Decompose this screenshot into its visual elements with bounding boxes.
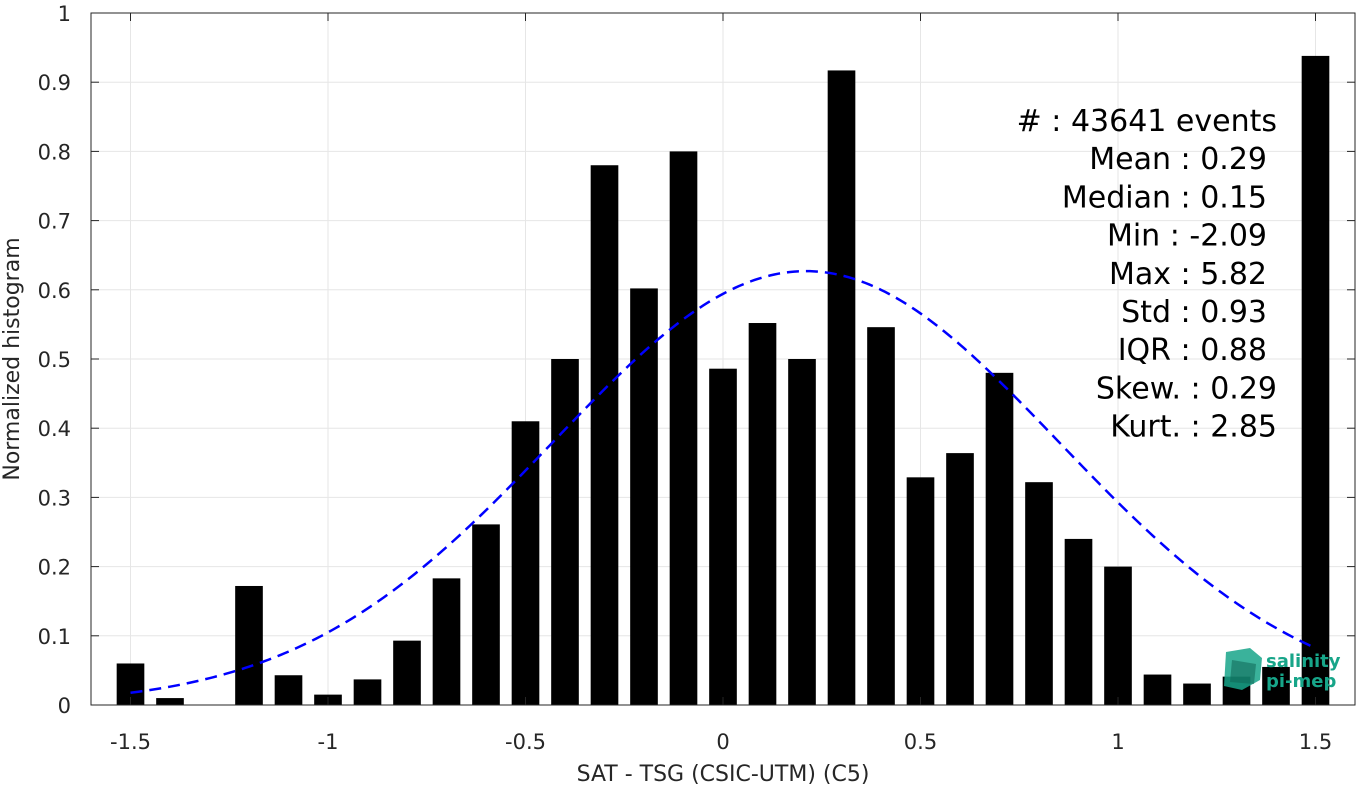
stat-line: # : 43641 events — [1017, 104, 1277, 139]
histogram-bar — [472, 524, 500, 705]
histogram-bar — [1183, 683, 1211, 705]
stat-line: Kurt. : 2.85 — [1110, 410, 1277, 445]
histogram-bar — [709, 368, 737, 705]
histogram-bar — [235, 585, 263, 705]
histogram-bar — [1025, 482, 1053, 705]
histogram-bar — [1301, 55, 1330, 706]
y-tick-label: 0.1 — [38, 625, 71, 649]
histogram-bar — [788, 359, 816, 705]
logo-mark-icon — [1224, 648, 1262, 690]
x-axis-label: SAT - TSG (CSIC-UTM) (C5) — [577, 762, 870, 785]
gaussian-fit-curve — [130, 269, 1317, 695]
stat-line: Std : 0.93 — [1121, 295, 1267, 330]
y-axis-ticks: 0 0.1 0.2 0.3 0.4 0.5 0.6 0.7 0.8 0.9 1 — [38, 2, 1355, 718]
stat-line: Skew. : 0.29 — [1096, 371, 1277, 406]
salinity-pimep-logo: salinity pi-mep — [1224, 648, 1341, 692]
histogram-bar — [1143, 674, 1172, 705]
y-tick-label: 1 — [58, 2, 71, 26]
histogram-bar — [827, 70, 856, 706]
histogram-bar — [590, 165, 619, 706]
y-axis-label: Normalized histogram — [0, 237, 25, 480]
y-tick-label: 0.4 — [38, 417, 71, 441]
y-tick-label: 0.9 — [38, 71, 71, 95]
logo-text-line2: pi-mep — [1266, 671, 1336, 692]
histogram-bar — [511, 421, 540, 705]
y-tick-label: 0.6 — [38, 279, 71, 303]
histogram-bar — [946, 453, 974, 705]
histogram-bar — [1064, 538, 1093, 705]
x-tick-label: 1 — [1111, 730, 1124, 754]
histogram-bar — [274, 675, 303, 705]
histogram-bar — [669, 151, 698, 705]
histogram-bar — [156, 698, 184, 705]
stat-line: Median : 0.15 — [1062, 180, 1267, 215]
histogram-bars — [116, 55, 1330, 706]
x-tick-label: 0 — [716, 730, 729, 754]
histogram-bar — [906, 477, 935, 705]
x-tick-label: -1 — [318, 730, 339, 754]
y-tick-label: 0.2 — [38, 556, 71, 580]
logo-text-line1: salinity — [1266, 651, 1341, 672]
histogram-bar — [551, 359, 579, 705]
x-tick-label: 1.5 — [1299, 730, 1332, 754]
y-tick-label: 0.3 — [38, 486, 71, 510]
histogram-bar — [630, 288, 658, 705]
y-tick-label: 0.8 — [38, 140, 71, 164]
stat-line: Mean : 0.29 — [1089, 142, 1267, 177]
histogram-bar — [985, 372, 1014, 705]
y-tick-label: 0 — [58, 694, 71, 718]
histogram-bar — [867, 327, 895, 705]
histogram-bar — [748, 323, 777, 705]
histogram-bar — [1262, 666, 1290, 705]
stat-line: Min : -2.09 — [1107, 219, 1267, 254]
x-tick-label: -0.5 — [505, 730, 546, 754]
histogram-bar — [393, 640, 421, 705]
x-tick-label: -1.5 — [110, 730, 151, 754]
y-tick-label: 0.5 — [38, 348, 71, 372]
histogram-bar — [353, 679, 382, 705]
histogram-bar — [1104, 566, 1132, 705]
stat-line: Max : 5.82 — [1109, 257, 1267, 292]
histogram-bar — [432, 578, 461, 705]
x-axis-ticks: -1.5 -1 -0.5 0 0.5 1 1.5 — [110, 13, 1332, 754]
stat-line: IQR : 0.88 — [1118, 333, 1267, 368]
x-tick-label: 0.5 — [904, 730, 937, 754]
y-tick-label: 0.7 — [38, 210, 71, 234]
